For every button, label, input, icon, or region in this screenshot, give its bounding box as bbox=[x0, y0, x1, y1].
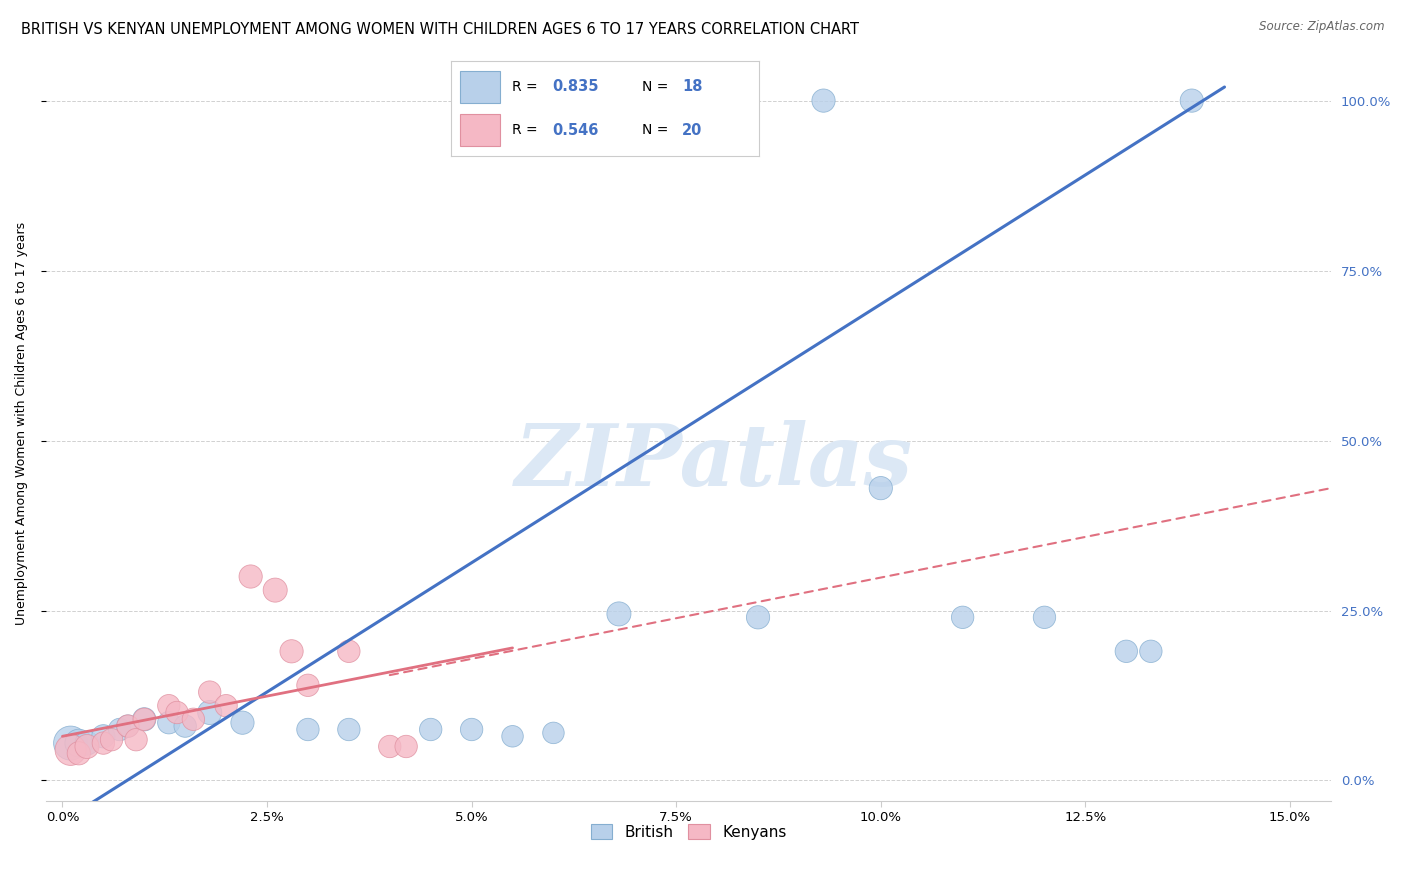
Text: ZIPatlas: ZIPatlas bbox=[515, 419, 914, 503]
Point bbox=[174, 719, 197, 733]
Point bbox=[157, 698, 180, 713]
Point bbox=[59, 736, 82, 750]
Point bbox=[280, 644, 302, 658]
Point bbox=[231, 715, 253, 730]
Point bbox=[337, 644, 360, 658]
Point bbox=[117, 719, 139, 733]
Point bbox=[337, 723, 360, 737]
Point bbox=[1115, 644, 1137, 658]
Y-axis label: Unemployment Among Women with Children Ages 6 to 17 years: Unemployment Among Women with Children A… bbox=[15, 222, 28, 625]
Point bbox=[93, 729, 115, 743]
Point bbox=[215, 698, 238, 713]
Point bbox=[952, 610, 974, 624]
Point bbox=[59, 743, 82, 757]
Point bbox=[76, 739, 98, 754]
Point bbox=[134, 712, 156, 726]
Point bbox=[297, 723, 319, 737]
Text: BRITISH VS KENYAN UNEMPLOYMENT AMONG WOMEN WITH CHILDREN AGES 6 TO 17 YEARS CORR: BRITISH VS KENYAN UNEMPLOYMENT AMONG WOM… bbox=[21, 22, 859, 37]
Point bbox=[183, 712, 205, 726]
Point bbox=[166, 706, 188, 720]
Point bbox=[1181, 94, 1204, 108]
Point bbox=[460, 723, 482, 737]
Point bbox=[198, 706, 221, 720]
Point bbox=[117, 719, 139, 733]
Point bbox=[1033, 610, 1056, 624]
Point bbox=[747, 610, 769, 624]
Point bbox=[543, 726, 565, 740]
Point bbox=[67, 746, 90, 760]
Point bbox=[100, 732, 122, 747]
Point bbox=[378, 739, 401, 754]
Legend: British, Kenyans: British, Kenyans bbox=[585, 818, 793, 847]
Point bbox=[395, 739, 418, 754]
Point bbox=[67, 736, 90, 750]
Point bbox=[198, 685, 221, 699]
Point bbox=[264, 583, 287, 598]
Point bbox=[108, 723, 131, 737]
Point bbox=[297, 678, 319, 692]
Point bbox=[1140, 644, 1163, 658]
Point bbox=[419, 723, 441, 737]
Text: Source: ZipAtlas.com: Source: ZipAtlas.com bbox=[1260, 20, 1385, 33]
Point bbox=[93, 736, 115, 750]
Point bbox=[157, 715, 180, 730]
Point bbox=[239, 569, 262, 583]
Point bbox=[869, 481, 891, 495]
Point bbox=[502, 729, 524, 743]
Point bbox=[813, 94, 835, 108]
Point bbox=[76, 736, 98, 750]
Point bbox=[607, 607, 630, 621]
Point bbox=[134, 712, 156, 726]
Point bbox=[125, 732, 148, 747]
